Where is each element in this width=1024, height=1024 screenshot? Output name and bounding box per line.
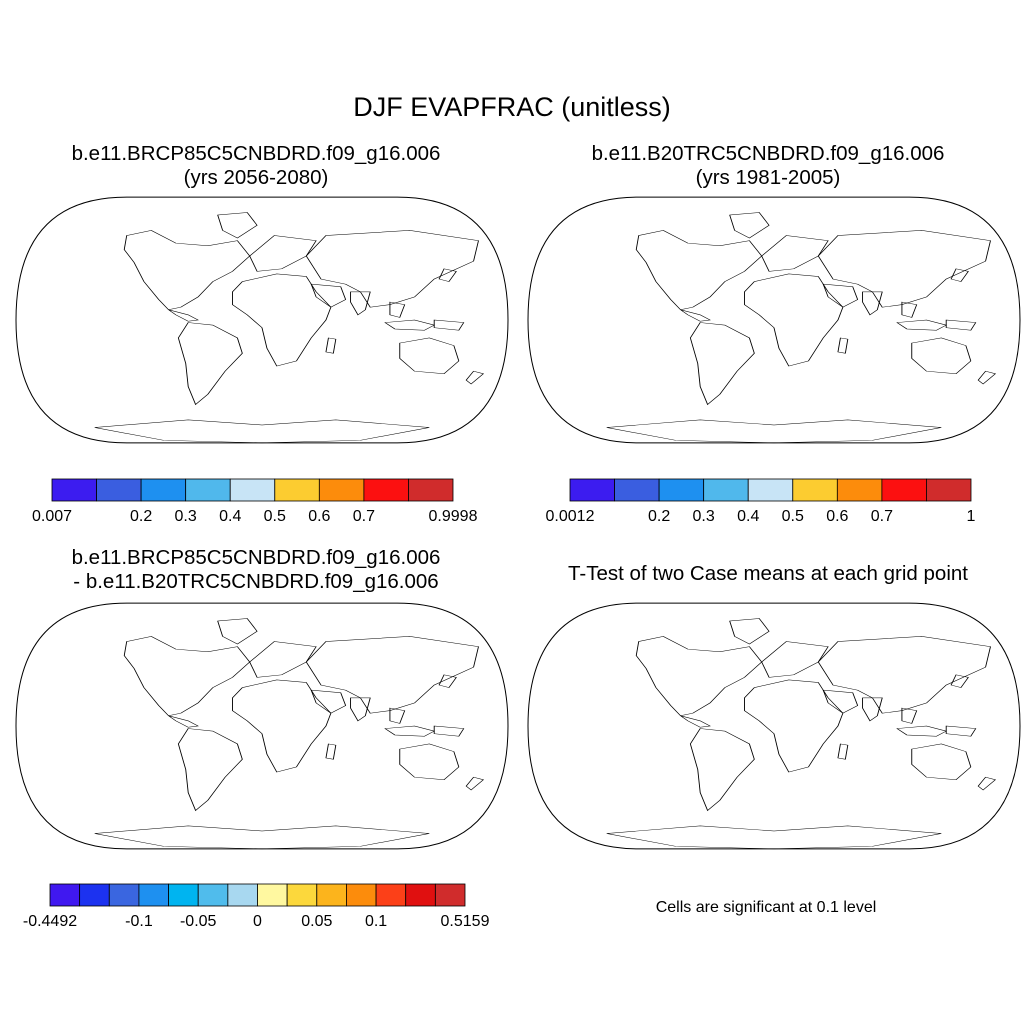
colorbar-swatch (274, 478, 320, 502)
panel-title-future-line1: b.e11.BRCP85C5CNBDRD.f09_g16.006 (71, 142, 441, 165)
map-future (16, 195, 516, 443)
coastline-difference (95, 618, 484, 848)
colorbar-swatch (138, 883, 169, 907)
colorbar-swatch (569, 478, 615, 502)
colorbar-swatch (346, 883, 377, 907)
colorbar-tick-label: 0.3 (693, 508, 715, 525)
colorbar-tick-label: 0.9998 (429, 508, 478, 525)
significance-note: Cells are significant at 0.1 level (655, 899, 877, 916)
colorbar-swatch (227, 883, 258, 907)
colorbar-tick-label: 0.1 (365, 913, 387, 930)
colorbar-historical: 0.0012 0.2 0.3 0.4 0.5 0.6 0.7 1 (546, 478, 976, 525)
colorbar-swatch (881, 478, 927, 502)
colorbar-swatch (926, 478, 972, 502)
colorbar-tick-label: 0 (253, 913, 262, 930)
colorbar-swatch (229, 478, 276, 502)
colorbar-swatch (51, 478, 97, 502)
colorbar-swatch (49, 883, 81, 907)
map-difference (16, 601, 516, 849)
colorbar-tick-label: 0.2 (130, 508, 152, 525)
colorbar-tick-label: 0.05 (301, 913, 332, 930)
colorbar-difference: -0.4492 -0.1 -0.05 0 0.05 0.1 0.5159 (23, 883, 490, 930)
panel-title-future: b.e11.BRCP85C5CNBDRD.f09_g16.006 (yrs 20… (20, 142, 492, 190)
map-ttest (528, 601, 1024, 849)
colorbar-tick-label: 0.6 (308, 508, 330, 525)
colorbar-tick-label: 0.5 (782, 508, 804, 525)
colorbar-swatch (168, 883, 199, 907)
colorbar-swatch (96, 478, 142, 502)
colorbar-tick-label: 0.007 (32, 508, 72, 525)
colorbar-swatch (405, 883, 436, 907)
colorbar-tick-label: 0.7 (871, 508, 893, 525)
panel-title-future-line2: (yrs 2056-2080) (183, 166, 329, 189)
panel-title-difference: b.e11.BRCP85C5CNBDRD.f09_g16.006 - b.e11… (20, 546, 492, 594)
colorbar-tick-label: 0.0012 (546, 508, 595, 525)
map-border-difference (15, 602, 509, 850)
map-border-future (15, 196, 509, 444)
colorbar-tick-label: 0.4 (219, 508, 241, 525)
colorbar-tick-label: 0.4 (737, 508, 759, 525)
colorbar-tick-label: -0.05 (180, 913, 217, 930)
colorbar-tick-label: 0.3 (175, 508, 197, 525)
colorbar-tick-label: 0.6 (826, 508, 848, 525)
colorbar-swatch (185, 478, 231, 502)
colorbar-tick-label: 0.5159 (441, 913, 490, 930)
colorbar-swatch (108, 883, 140, 907)
colorbar-tick-label: 0.7 (353, 508, 375, 525)
colorbar-tick-label: -0.1 (125, 913, 153, 930)
figure-title: DJF EVAPFRAC (unitless) (353, 92, 671, 122)
colorbar-swatch (614, 478, 660, 502)
colorbar-swatch (375, 883, 407, 907)
colorbar-swatch (658, 478, 705, 502)
colorbar-tick-label: -0.4492 (23, 913, 77, 930)
colorbar-swatch (257, 883, 288, 907)
colorbar-swatch (79, 883, 110, 907)
panel-title-historical: b.e11.B20TRC5CNBDRD.f09_g16.006 (yrs 198… (532, 142, 1004, 190)
panel-title-historical-line1: b.e11.B20TRC5CNBDRD.f09_g16.006 (591, 142, 945, 165)
map-historical (528, 195, 1024, 443)
map-field-future (94, 212, 484, 424)
coastline-future (95, 212, 484, 442)
coastline-ttest (607, 618, 996, 848)
map-border-ttest (527, 602, 1021, 850)
colorbar-tick-label: 0.2 (648, 508, 670, 525)
colorbar-future: 0.007 0.2 0.3 0.4 0.5 0.6 0.7 0.9998 (32, 478, 478, 525)
colorbar-swatch (408, 478, 454, 502)
map-field-historical (606, 212, 996, 424)
colorbar-swatch (286, 883, 318, 907)
colorbar-swatch (747, 478, 794, 502)
colorbar-tick-label: 1 (967, 508, 976, 525)
colorbar-swatch (197, 883, 229, 907)
colorbar-tick-label: 0.5 (264, 508, 286, 525)
panel-title-difference-line2: - b.e11.B20TRC5CNBDRD.f09_g16.006 (73, 570, 439, 593)
colorbar-swatch (792, 478, 838, 502)
colorbar-swatch (836, 478, 883, 502)
panel-title-difference-line1: b.e11.BRCP85C5CNBDRD.f09_g16.006 (71, 546, 441, 569)
colorbar-swatch (140, 478, 187, 502)
map-field-difference (94, 618, 484, 830)
colorbar-swatch (363, 478, 409, 502)
panel-title-historical-line2: (yrs 1981-2005) (695, 166, 841, 189)
colorbar-swatch (434, 883, 466, 907)
colorbar-swatch (316, 883, 347, 907)
panel-title-ttest: T-Test of two Case means at each grid po… (568, 562, 968, 585)
coastline-historical (607, 212, 996, 442)
map-field-ttest (606, 618, 996, 830)
colorbar-swatch (318, 478, 365, 502)
colorbar-swatch (703, 478, 749, 502)
map-border-historical (527, 196, 1021, 444)
